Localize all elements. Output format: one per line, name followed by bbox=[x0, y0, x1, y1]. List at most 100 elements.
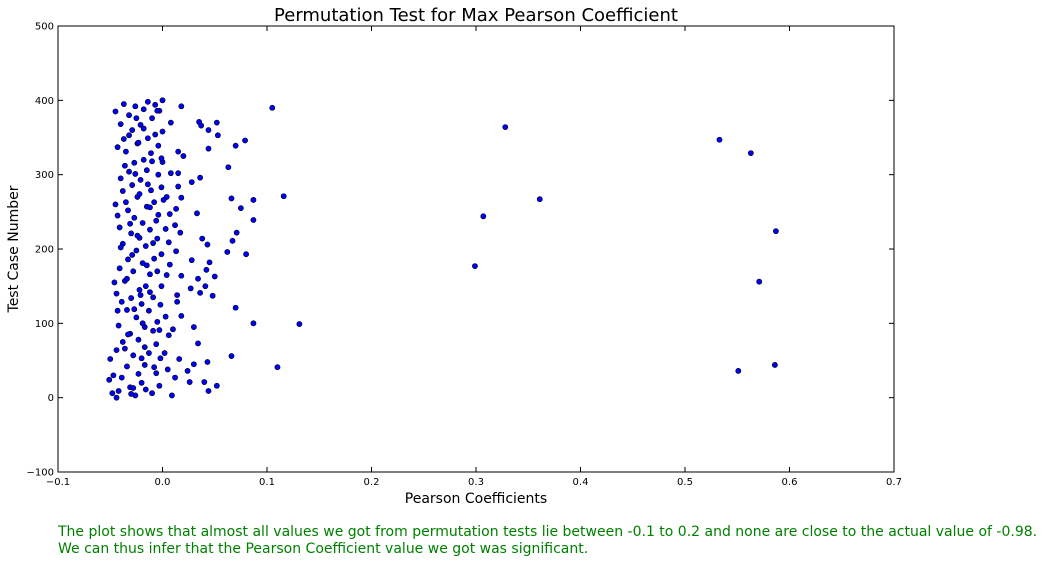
scatter-point bbox=[146, 307, 152, 314]
scatter-point bbox=[112, 108, 119, 115]
scatter-point bbox=[130, 352, 137, 359]
scatter-point bbox=[747, 150, 754, 157]
scatter-point bbox=[159, 97, 166, 104]
x-tick-label: 0.3 bbox=[468, 477, 484, 488]
scatter-point bbox=[177, 229, 184, 236]
scatter-point bbox=[111, 279, 118, 286]
scatter-point bbox=[173, 248, 179, 255]
scatter-point bbox=[152, 101, 159, 108]
scatter-point bbox=[141, 344, 148, 351]
y-tick-label: 100 bbox=[35, 319, 54, 330]
scatter-point bbox=[116, 265, 123, 272]
scatter-point bbox=[124, 363, 130, 370]
scatter-point bbox=[756, 278, 763, 285]
scatter-point bbox=[204, 241, 211, 248]
scatter-point bbox=[190, 324, 197, 330]
scatter-point bbox=[178, 103, 185, 110]
scatter-point bbox=[114, 307, 121, 314]
scatter-point bbox=[716, 136, 723, 143]
scatter-point bbox=[162, 226, 169, 232]
chart-title: Permutation Test for Max Pearson Coeffic… bbox=[274, 5, 678, 26]
scatter-point bbox=[157, 355, 164, 362]
scatter-point bbox=[151, 199, 158, 206]
y-tick-label: 400 bbox=[35, 96, 54, 107]
scatter-point bbox=[149, 115, 155, 122]
scatter-point bbox=[128, 391, 135, 397]
scatter-point bbox=[128, 230, 135, 237]
scatter-point bbox=[269, 104, 276, 111]
scatter-point bbox=[126, 112, 132, 119]
scatter-point bbox=[116, 224, 123, 231]
scatter-point bbox=[133, 115, 140, 122]
scatter-point bbox=[164, 366, 171, 373]
scatter-point bbox=[175, 170, 182, 177]
scatter-point bbox=[178, 312, 185, 319]
scatter-point bbox=[203, 266, 210, 273]
scatter-point bbox=[147, 226, 153, 233]
scatter-point bbox=[125, 256, 131, 263]
scatter-point bbox=[206, 259, 213, 266]
scatter-point bbox=[167, 119, 174, 126]
scatter-point bbox=[118, 298, 125, 305]
scatter-point bbox=[771, 362, 778, 368]
scatter-point bbox=[117, 175, 124, 182]
scatter-point bbox=[114, 212, 121, 219]
scatter-point bbox=[205, 388, 212, 394]
scatter-point bbox=[119, 188, 126, 194]
scatter-point bbox=[170, 326, 176, 333]
scatter-point bbox=[250, 320, 257, 327]
x-tick-label: 0.5 bbox=[677, 477, 693, 488]
x-tick-label: 0.2 bbox=[364, 477, 380, 488]
scatter-point bbox=[153, 217, 160, 224]
scatter-point bbox=[148, 150, 154, 157]
scatter-point bbox=[126, 168, 132, 175]
scatter-point bbox=[141, 362, 148, 368]
scatter-point bbox=[198, 122, 205, 129]
x-tick-label: −0.1 bbox=[46, 477, 70, 488]
scatter-point bbox=[151, 364, 158, 371]
scatter-point bbox=[121, 345, 128, 352]
scatter-point bbox=[130, 268, 137, 275]
scatter-point bbox=[167, 170, 174, 177]
scatter-point bbox=[155, 142, 162, 149]
scatter-point bbox=[144, 181, 151, 188]
scatter-point bbox=[205, 127, 212, 133]
scatter-point bbox=[125, 207, 131, 214]
scatter-point bbox=[130, 385, 137, 391]
scatter-point bbox=[229, 237, 236, 244]
scatter-point bbox=[134, 232, 141, 239]
scatter-point bbox=[174, 298, 181, 305]
scatter-point bbox=[156, 327, 163, 333]
scatter-point bbox=[131, 159, 138, 166]
scatter-point bbox=[174, 292, 181, 298]
y-tick-label: 0 bbox=[48, 393, 54, 404]
scatter-point bbox=[175, 148, 182, 155]
scatter-point bbox=[225, 164, 232, 171]
scatter-point bbox=[205, 145, 212, 152]
scatter-point bbox=[133, 314, 140, 321]
scatter-point bbox=[480, 213, 487, 220]
scatter-point bbox=[107, 356, 114, 362]
scatter-point bbox=[195, 275, 201, 282]
scatter-point bbox=[201, 379, 208, 385]
scatter-point bbox=[158, 251, 165, 258]
scatter-point bbox=[155, 171, 162, 178]
scatter-points bbox=[106, 97, 779, 401]
scatter-point bbox=[197, 289, 204, 296]
scatter-point bbox=[163, 272, 170, 278]
x-tick-label: 0.1 bbox=[259, 477, 275, 488]
scatter-point bbox=[536, 196, 543, 203]
scatter-point bbox=[128, 295, 135, 301]
scatter-point bbox=[124, 307, 130, 313]
scatter-point bbox=[204, 359, 211, 365]
scatter-point bbox=[154, 235, 161, 242]
scatter-point bbox=[165, 239, 172, 246]
scatter-point bbox=[172, 374, 178, 381]
scatter-point bbox=[120, 101, 127, 107]
scatter-point bbox=[113, 347, 120, 353]
scatter-point bbox=[172, 222, 178, 229]
scatter-point bbox=[147, 271, 153, 278]
scatter-point bbox=[228, 195, 235, 202]
scatter-point bbox=[162, 313, 169, 320]
